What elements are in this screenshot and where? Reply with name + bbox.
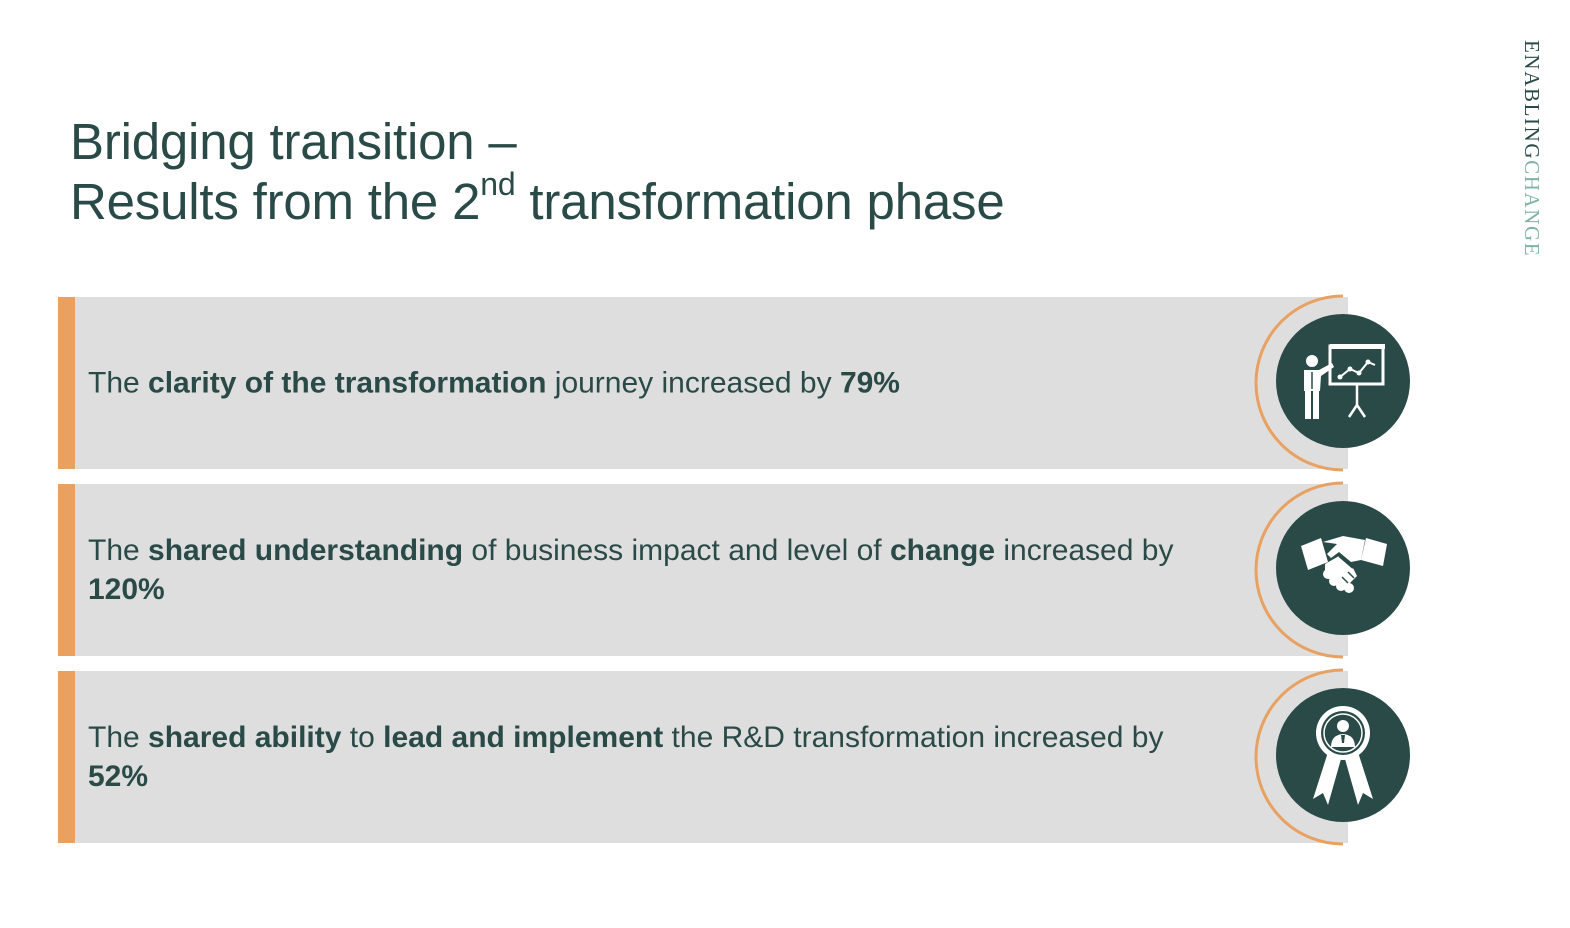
text-segment: The bbox=[88, 534, 149, 567]
title-line-1: Bridging transition – bbox=[70, 113, 517, 170]
accent-bar bbox=[58, 484, 75, 656]
accent-bar bbox=[58, 297, 75, 469]
presentation-icon bbox=[1254, 294, 1410, 472]
text-segment-bold: change bbox=[889, 534, 996, 567]
badge-award bbox=[1253, 667, 1433, 847]
badge-handshake bbox=[1253, 480, 1433, 660]
page-title: Bridging transition – Results from the 2… bbox=[70, 112, 1005, 232]
text-segment: increased by bbox=[995, 534, 1174, 567]
badge-presentation bbox=[1253, 293, 1433, 473]
text-segment: journey increased by bbox=[546, 366, 840, 400]
result-row-clarity: The clarity of the transformation journe… bbox=[58, 297, 1348, 469]
text-segment-bold: clarity of the transformation bbox=[148, 366, 547, 400]
result-panel bbox=[75, 297, 1348, 469]
result-text: The shared understanding of business imp… bbox=[88, 531, 1218, 609]
text-segment: to bbox=[341, 721, 384, 754]
result-panel bbox=[75, 484, 1348, 656]
title-line-2-start: Results from the 2 bbox=[70, 173, 481, 230]
text-segment: of business impact and level of bbox=[463, 534, 890, 567]
result-text: The shared ability to lead and implement… bbox=[88, 718, 1218, 796]
result-value: 52% bbox=[88, 760, 149, 793]
text-segment-bold: shared understanding bbox=[148, 534, 464, 567]
brand-word-enabling: ENABLING bbox=[1520, 40, 1544, 161]
text-segment: The bbox=[88, 366, 149, 400]
brand-word-change: CHANGE bbox=[1520, 160, 1544, 258]
result-row-understanding: The shared understanding of business imp… bbox=[58, 484, 1348, 656]
title-line-2: Results from the 2nd transformation phas… bbox=[70, 168, 1005, 232]
result-text: The clarity of the transformation journe… bbox=[88, 364, 1218, 403]
text-segment-bold: lead and implement bbox=[383, 721, 664, 754]
title-superscript: nd bbox=[480, 166, 516, 202]
brand-wordmark: ENABLINGCHANGE bbox=[1519, 40, 1544, 257]
result-panel bbox=[75, 671, 1348, 843]
result-row-ability: The shared ability to lead and implement… bbox=[58, 671, 1348, 843]
text-segment: the R&D transformation increased by bbox=[663, 721, 1164, 754]
text-segment-bold: shared ability bbox=[148, 721, 342, 754]
text-segment: The bbox=[88, 721, 149, 754]
result-value: 79% bbox=[839, 366, 900, 400]
accent-bar bbox=[58, 671, 75, 843]
title-line-2-end: transformation phase bbox=[515, 173, 1005, 230]
result-value: 120% bbox=[88, 573, 165, 606]
award-ribbon-icon bbox=[1254, 668, 1410, 846]
handshake-icon bbox=[1254, 481, 1410, 659]
brand-logo: ENABLINGCHANGE bbox=[1518, 40, 1548, 280]
